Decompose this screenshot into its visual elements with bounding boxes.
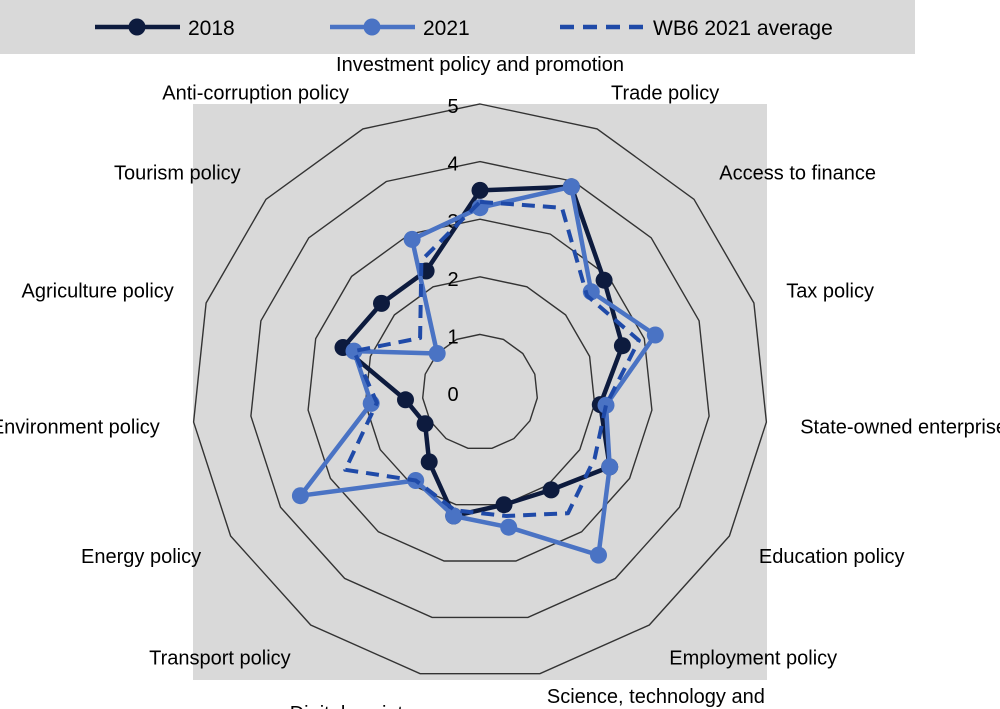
data-point [500, 518, 518, 536]
data-point [595, 271, 613, 289]
data-point [445, 507, 463, 525]
legend-label: 2018 [188, 17, 235, 40]
category-label: Environment policy [0, 416, 160, 438]
grid-ring-3 [307, 218, 653, 562]
data-point [397, 391, 414, 409]
grid-ring-2 [364, 276, 596, 506]
grid-ring-4 [250, 160, 710, 619]
category-label: Transport policy [149, 647, 291, 669]
category-label: State-owned enterprises [800, 416, 1000, 438]
data-point [646, 326, 664, 344]
data-point [416, 415, 434, 433]
category-label: Tax policy [786, 281, 874, 303]
data-point [613, 337, 631, 355]
category-label: Agriculture policy [22, 281, 174, 303]
series-line [343, 199, 641, 518]
data-point [403, 230, 421, 248]
data-point [562, 178, 580, 196]
legend-marker [128, 18, 146, 36]
legend-item-1: 2021 [330, 17, 470, 40]
data-point [373, 294, 390, 312]
radar-grid [192, 103, 768, 675]
data-point [471, 181, 489, 199]
category-label: Trade policy [611, 82, 719, 104]
data-point [601, 458, 619, 476]
category-label: Investment policy and promotion [336, 54, 624, 76]
legend-label: 2021 [423, 17, 470, 40]
legend-marker [363, 18, 381, 36]
category-labels: Investment policy and promotion Trade pol… [0, 54, 1000, 709]
category-label: Digital society [290, 703, 413, 709]
legend-item-2: WB6 2021 average [560, 17, 833, 40]
series-group [291, 178, 664, 564]
data-point [495, 496, 513, 514]
tick-label: 2 [447, 269, 458, 291]
data-point [590, 546, 607, 564]
category-label: Science, technology andinnovation [547, 686, 765, 709]
legend-item-0: 2018 [95, 17, 235, 40]
grid-ring-5 [192, 103, 768, 675]
tick-label: 4 [447, 154, 458, 176]
tick-label: 1 [447, 326, 458, 348]
category-label: Anti-corruption policy [162, 82, 349, 104]
tick-label: 5 [447, 96, 458, 118]
legend-label: WB6 2021 average [653, 17, 833, 40]
data-point [542, 481, 560, 499]
data-point [420, 453, 438, 471]
legend: 2018 2021 WB6 2021 average [95, 17, 833, 40]
grid-ring-1 [421, 333, 539, 449]
data-point [345, 342, 363, 360]
category-label: Energy policy [81, 546, 201, 568]
category-label: Education policy [759, 546, 905, 568]
data-point [291, 487, 309, 505]
series-line [340, 184, 625, 519]
series-2 [343, 199, 641, 518]
category-label: Tourism policy [114, 163, 241, 185]
category-label: Employment policy [669, 647, 837, 669]
series-line [298, 184, 658, 558]
category-label: Access to finance [719, 163, 876, 185]
tick-label: 0 [447, 384, 458, 406]
data-point [428, 345, 446, 362]
data-point [597, 396, 615, 414]
